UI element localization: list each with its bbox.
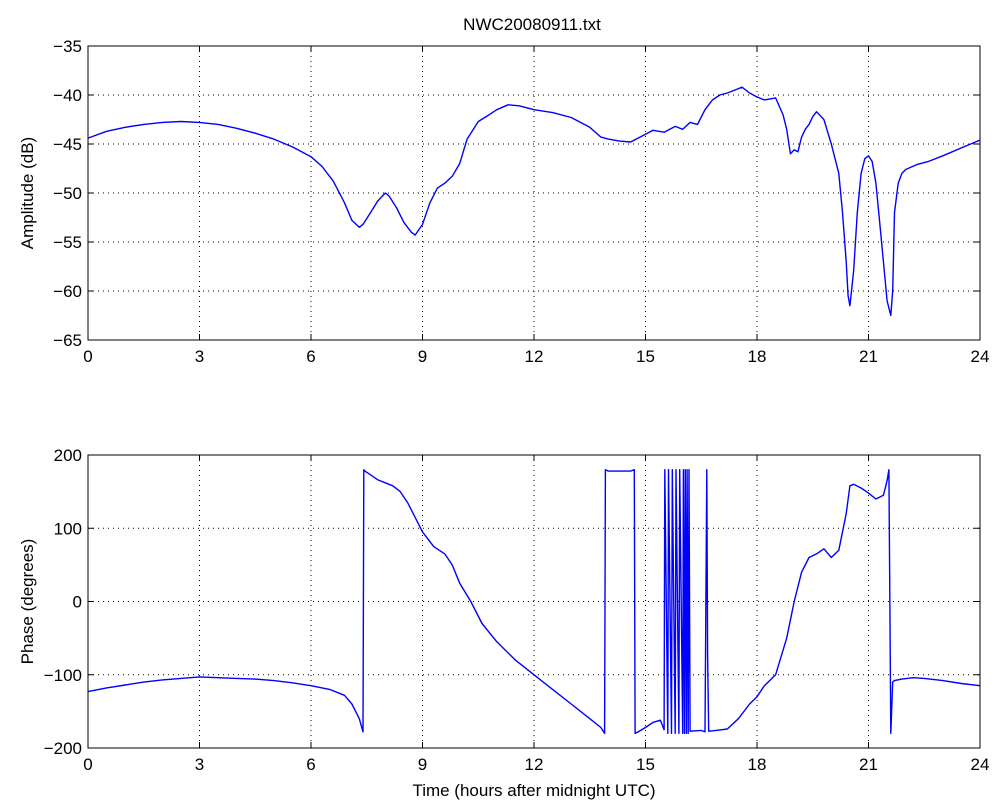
phase-x-tick-label: 6 [306,755,315,774]
amplitude-x-tick-label: 3 [195,347,204,366]
amplitude-x-tick-label: 21 [859,347,878,366]
phase-x-tick-label: 15 [636,755,655,774]
amplitude-y-tick-label: −55 [53,233,82,252]
phase-axes: 0 3 6 9 12 15 18 21 24 −200 −100 0 100 200 Phase (degr… [18,446,989,800]
phase-x-tick-label: 0 [83,755,92,774]
amplitude-y-tick-label: −45 [53,135,82,154]
phase-x-tick-label: 21 [859,755,878,774]
amplitude-x-tick-label: 0 [83,347,92,366]
phase-y-tick-label: 100 [54,519,82,538]
phase-x-tick-label: 3 [195,755,204,774]
amplitude-y-tick-label: −60 [53,282,82,301]
phase-y-tick-label: −100 [44,666,82,685]
amplitude-axes: 0 3 6 9 12 15 18 21 24 −65 −60 −55 −50 −45 −40 −35 Ampli… [18,37,989,366]
phase-x-axis-label: Time (hours after midnight UTC) [412,781,655,800]
amplitude-x-tick-label: 18 [748,347,767,366]
figure-title: NWC20080911.txt [463,15,601,34]
phase-y-tick-label: −200 [44,739,82,758]
phase-y-axis-label: Phase (degrees) [18,539,37,665]
amplitude-y-tick-label: −50 [53,184,82,203]
phase-series-line [87,469,981,735]
amplitude-y-axis-label: Amplitude (dB) [18,137,37,249]
phase-x-tick-label: 9 [418,755,427,774]
phase-y-tick-label: 0 [73,593,82,612]
amplitude-x-tick-label: 15 [636,347,655,366]
phase-y-tick-label: 200 [54,446,82,465]
amplitude-y-tick-label: −35 [53,37,82,56]
phase-x-tick-label: 18 [748,755,767,774]
amplitude-x-tick-label: 9 [418,347,427,366]
amplitude-y-tick-label: −65 [53,331,82,350]
phase-x-tick-label: 24 [971,755,990,774]
amplitude-x-tick-label: 6 [306,347,315,366]
amplitude-x-tick-label: 24 [971,347,990,366]
amplitude-x-tick-label: 12 [525,347,544,366]
phase-x-tick-label: 12 [525,755,544,774]
amplitude-y-tick-label: −40 [53,86,82,105]
amplitude-series-line [87,86,981,317]
